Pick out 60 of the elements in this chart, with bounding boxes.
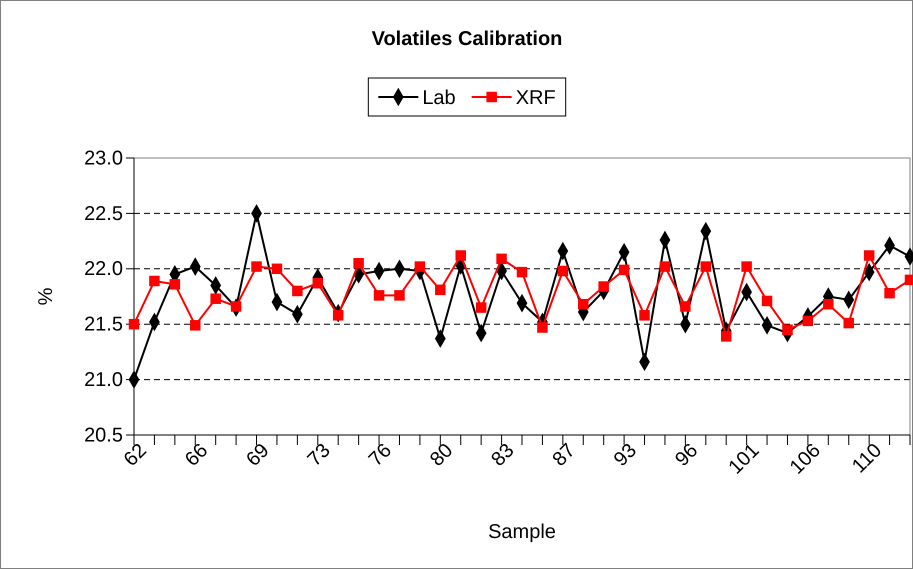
x-axis-title: Sample xyxy=(488,521,556,543)
y-tick-label: 20.5 xyxy=(84,424,123,446)
y-tick-label: 21.5 xyxy=(84,314,123,336)
point xyxy=(435,284,446,296)
point xyxy=(170,279,180,290)
point xyxy=(128,318,140,330)
x-tick-label: 87 xyxy=(548,439,580,471)
point xyxy=(578,299,589,310)
point xyxy=(639,310,650,321)
y-tick-label: 23.0 xyxy=(84,147,123,170)
point xyxy=(884,288,895,298)
x-tick-label: 96 xyxy=(671,439,702,471)
point xyxy=(618,264,630,276)
point xyxy=(762,296,772,306)
x-tick-label: 76 xyxy=(364,439,396,471)
legend-label: XRF xyxy=(516,87,556,109)
x-tick-label: 106 xyxy=(786,439,825,479)
point xyxy=(802,316,814,326)
point xyxy=(476,302,486,313)
x-tick-label: 83 xyxy=(487,439,519,471)
point xyxy=(374,290,384,301)
x-tick-label: 69 xyxy=(242,439,274,471)
point xyxy=(272,264,282,274)
point xyxy=(414,261,426,272)
point xyxy=(720,331,732,342)
x-tick-label: 73 xyxy=(303,439,335,471)
point xyxy=(251,261,262,272)
x-tick-label: 110 xyxy=(848,439,886,478)
point xyxy=(782,324,793,335)
point xyxy=(353,258,364,269)
x-tick-label: 101 xyxy=(724,439,764,479)
y-tick-label: 21.0 xyxy=(84,369,123,391)
point xyxy=(537,322,548,333)
point xyxy=(292,286,303,296)
y-axis-title: % xyxy=(35,287,57,306)
point xyxy=(455,250,466,261)
point xyxy=(823,299,834,310)
point xyxy=(496,254,507,264)
point xyxy=(680,301,691,312)
point xyxy=(843,318,854,328)
point xyxy=(864,250,874,261)
point xyxy=(394,290,405,301)
point xyxy=(598,281,609,292)
x-tick-label: 93 xyxy=(610,439,642,471)
x-tick-label: 66 xyxy=(180,439,212,471)
point xyxy=(210,293,221,304)
point xyxy=(700,261,712,272)
point xyxy=(558,266,568,276)
point xyxy=(516,266,528,278)
y-tick-label: 22.0 xyxy=(84,258,123,280)
legend-label: Lab xyxy=(422,87,456,109)
y-tick-label: 22.5 xyxy=(84,202,123,225)
point xyxy=(741,261,752,272)
x-tick-label: 80 xyxy=(426,439,458,471)
point xyxy=(149,276,160,286)
point xyxy=(660,261,670,272)
chart-title: Volatiles Calibration xyxy=(372,28,562,50)
point xyxy=(312,278,324,288)
point xyxy=(230,301,242,312)
point xyxy=(190,320,201,331)
